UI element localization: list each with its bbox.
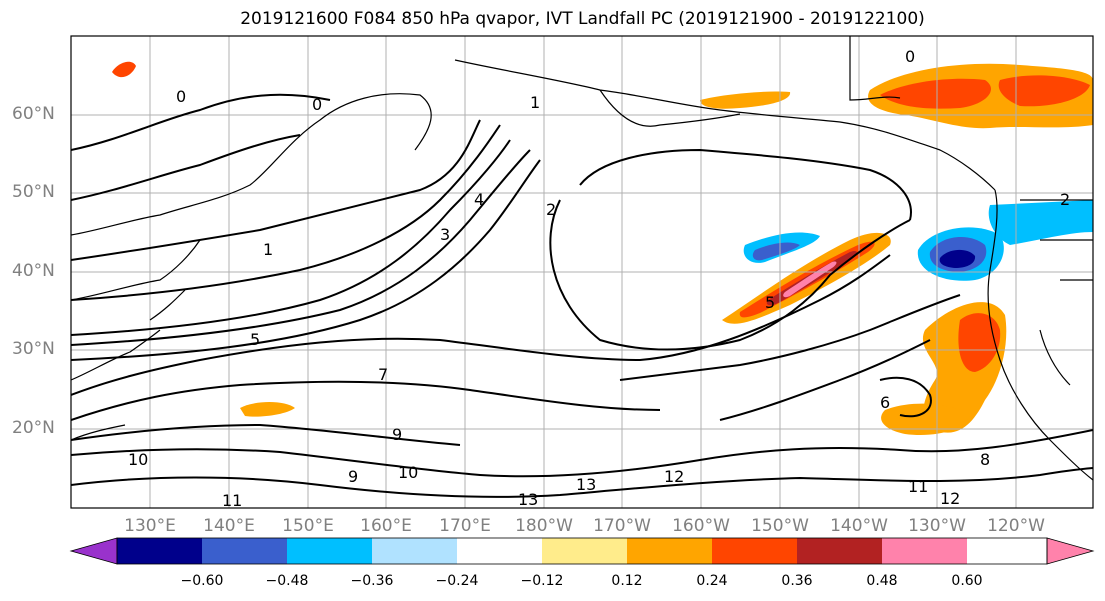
- negative-anomaly-blob-core: [939, 249, 976, 268]
- colorbar-segment: [202, 538, 287, 564]
- positive-anomaly-south: [881, 403, 970, 436]
- contour-label: 5: [765, 293, 775, 312]
- colorbar-under-arrow: [69, 537, 118, 565]
- colorbar-tick-label: 0.36: [781, 573, 813, 589]
- colorbar: [69, 537, 1095, 565]
- lat-label: 20°N: [12, 418, 55, 438]
- colorbar-tick-label: −0.48: [265, 573, 309, 589]
- contour-label: 3: [440, 225, 450, 244]
- lon-label: 170°E: [439, 516, 491, 536]
- lon-label: 160°E: [360, 516, 412, 536]
- contour-label: 11: [908, 477, 928, 496]
- positive-anomaly-subtropical-core: [958, 313, 1001, 372]
- map-frame: [70, 35, 1094, 509]
- contour-label: 0: [176, 87, 186, 106]
- contour-label: 9: [348, 467, 358, 486]
- contour-label: 13: [518, 490, 538, 509]
- colorbar-tick-label: −0.36: [350, 573, 394, 589]
- colorbar-segment: [542, 538, 627, 564]
- positive-anomaly-alaska-core-2: [998, 75, 1090, 107]
- contour-label: 6: [880, 393, 890, 412]
- lat-label: 60°N: [12, 104, 55, 124]
- colorbar-over-arrow: [1046, 537, 1095, 565]
- colorbar-frame: [116, 537, 1048, 565]
- contour-label: 1: [263, 240, 273, 259]
- negative-anomaly-stripe-inner: [752, 242, 800, 261]
- colorbar-tick-label: 0.24: [696, 573, 728, 589]
- contour-label: 13: [576, 475, 596, 494]
- colorbar-tick-label: −0.12: [520, 573, 564, 589]
- contour-label: 0: [312, 95, 322, 114]
- colorbar-segment: [712, 538, 797, 564]
- colorbar-tick-label: −0.60: [180, 573, 224, 589]
- lat-label: 30°N: [12, 339, 55, 359]
- contour-label: 10: [398, 463, 418, 482]
- lon-label: 120°W: [987, 516, 1045, 536]
- colorbar-tick-label: 0.60: [951, 573, 983, 589]
- lon-label: 150°E: [282, 516, 334, 536]
- shading-layer: [112, 61, 1093, 436]
- colorbar-segment: [882, 538, 967, 564]
- positive-anomaly-plume-max: [783, 261, 837, 298]
- contour-label: 1: [530, 93, 540, 112]
- colorbar-tick-label: −0.24: [435, 573, 479, 589]
- colorbar-segment: [797, 538, 882, 564]
- contour-label: 8: [980, 450, 990, 469]
- contour-label: 10: [128, 450, 148, 469]
- lon-label: 170°W: [593, 516, 651, 536]
- contour-label: 7: [378, 365, 388, 384]
- contour-label: 12: [940, 489, 960, 508]
- lat-label: 40°N: [12, 261, 55, 281]
- positive-anomaly-alaska-core: [880, 78, 991, 109]
- colorbar-tick-label: 0.12: [611, 573, 643, 589]
- contour-label: 9: [392, 425, 402, 444]
- colorbar-segment: [627, 538, 712, 564]
- colorbar-segment: [457, 538, 542, 564]
- colorbar-segment: [287, 538, 372, 564]
- lon-label: 130°E: [124, 516, 176, 536]
- lon-label: 180°W: [515, 516, 573, 536]
- positive-anomaly-nw: [112, 61, 136, 78]
- qvapor-contours: [71, 93, 1093, 498]
- contour-label: 5: [250, 330, 260, 349]
- colorbar-segment: [967, 538, 1047, 564]
- negative-anomaly-coast: [988, 200, 1093, 245]
- lon-label: 160°W: [672, 516, 730, 536]
- positive-anomaly-west: [240, 402, 295, 417]
- map-plot-area: 0 0 0 1 1 2 2 3 4 5 5 6 7 8 9 9 10 10 11…: [70, 35, 1094, 510]
- contour-label: 2: [1060, 190, 1070, 209]
- lon-label: 140°E: [203, 516, 255, 536]
- colorbar-segment: [117, 538, 202, 564]
- contour-label: 0: [905, 47, 915, 66]
- contour-label: 4: [474, 190, 484, 209]
- colorbar-tick-label: 0.48: [866, 573, 898, 589]
- colorbar-segment: [372, 538, 457, 564]
- map-title: 2019121600 F084 850 hPa qvapor, IVT Land…: [240, 9, 925, 29]
- positive-anomaly-gulf: [700, 91, 791, 109]
- lon-label: 130°W: [908, 516, 966, 536]
- contour-label: 11: [222, 491, 242, 510]
- lon-label: 140°W: [830, 516, 888, 536]
- contour-label: 12: [664, 467, 684, 486]
- contour-label: 2: [546, 200, 556, 219]
- lat-label: 50°N: [12, 182, 55, 202]
- graticule: [71, 36, 1093, 508]
- coastlines: [71, 36, 1093, 481]
- contour-labels: 0 0 0 1 1 2 2 3 4 5 5 6 7 8 9 9 10 10 11…: [128, 47, 1070, 510]
- lon-label: 150°W: [751, 516, 809, 536]
